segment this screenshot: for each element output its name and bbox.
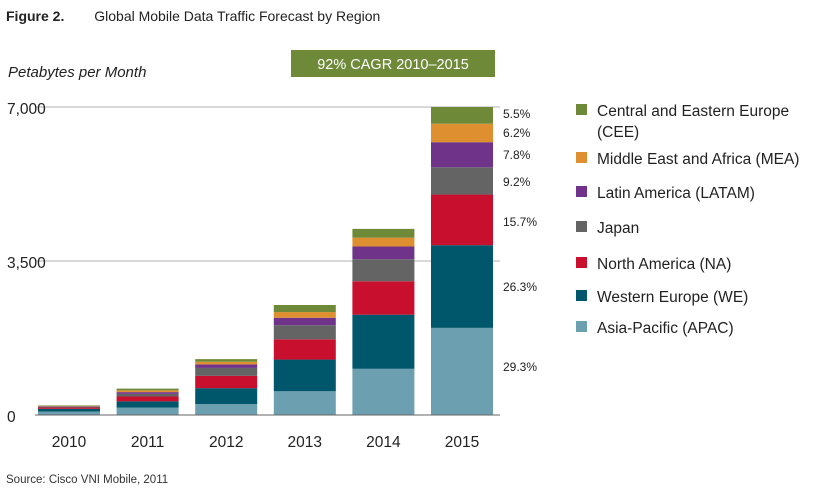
- bar-segment-japan-2012: [195, 367, 258, 376]
- share-label: 26.3%: [503, 280, 537, 294]
- bar-segment-latam-2015: [431, 142, 493, 168]
- legend-swatch-mea: [576, 152, 587, 163]
- legend-label-mea: Middle East and Africa (MEA): [597, 151, 799, 168]
- bar-segment-apac-2012: [195, 404, 258, 415]
- cagr-badge: [291, 50, 495, 77]
- bar-segment-apac-2011: [116, 407, 179, 415]
- legend-label-latam: Latin America (LATAM): [597, 185, 755, 202]
- bar-segment-na-2011: [116, 396, 179, 402]
- bar-segment-cee-2011: [116, 388, 179, 391]
- share-label: 5.5%: [503, 107, 531, 121]
- legend-swatch-apac: [576, 321, 587, 332]
- bar-segment-latam-2012: [195, 364, 258, 368]
- figure-title: Global Mobile Data Traffic Forecast by R…: [94, 8, 381, 24]
- bar-segment-apac-2013: [273, 391, 336, 415]
- cagr-badge-text: 92% CAGR 2010–2015: [317, 57, 469, 73]
- share-label: 6.2%: [503, 126, 531, 140]
- legend-label-we: Western Europe (WE): [597, 289, 748, 306]
- legend-swatch-latam: [576, 186, 587, 197]
- bar-segment-mea-2014: [352, 237, 415, 247]
- legend-label-na: North America (NA): [597, 256, 731, 273]
- share-label: 7.8%: [503, 148, 531, 162]
- source-note: Source: Cisco VNI Mobile, 2011: [6, 474, 169, 486]
- chart-labels: Petabytes per Month 92% CAGR 2010–2015 5.5…: [8, 50, 537, 374]
- bar-segment-mea-2012: [195, 361, 258, 365]
- bar-segment-we-2013: [273, 359, 336, 392]
- bar-segment-japan-2015: [431, 167, 493, 195]
- y-tick-label: 0: [7, 409, 16, 426]
- legend-label-japan: Japan: [597, 220, 639, 237]
- legend-label-cee: (CEE): [597, 124, 639, 141]
- bar-segment-apac-2015: [431, 327, 493, 415]
- figure-label: Figure 2.: [6, 8, 65, 24]
- bar-segment-we-2015: [431, 245, 493, 328]
- share-label: 15.7%: [503, 215, 537, 229]
- bar-segment-we-2010: [38, 408, 100, 412]
- legend-label-apac: Asia-Pacific (APAC): [597, 320, 734, 337]
- bar-segment-latam-2014: [352, 246, 415, 260]
- x-tick-label: 2011: [131, 434, 164, 451]
- share-label: 29.3%: [503, 360, 537, 374]
- bar-segment-latam-2011: [116, 392, 179, 394]
- bar-segment-mea-2011: [116, 390, 179, 393]
- grid-lines: [35, 106, 500, 262]
- bar-segment-na-2013: [273, 339, 336, 360]
- bar-segment-apac-2010: [38, 411, 100, 415]
- bar-segment-we-2012: [195, 388, 258, 404]
- y-axis-label: Petabytes per Month: [8, 64, 146, 81]
- legend: Central and Eastern Europe (CEE) Middle Ea…: [576, 103, 799, 337]
- x-tick-label: 2015: [445, 434, 479, 451]
- bar-segment-japan-2010: [38, 406, 100, 408]
- legend-swatch-we: [576, 290, 587, 301]
- share-label: 9.2%: [503, 175, 531, 189]
- bar-segment-na-2010: [38, 407, 100, 409]
- bar-segment-japan-2011: [116, 393, 179, 397]
- bar-segment-cee-2014: [352, 228, 415, 238]
- bar-segment-cee-2012: [195, 359, 258, 362]
- bar-segment-apac-2014: [352, 368, 415, 415]
- bar-segment-cee-2013: [273, 305, 336, 313]
- x-tick-label: 2014: [366, 434, 401, 451]
- bars: [38, 107, 493, 415]
- bar-segment-na-2012: [195, 375, 258, 389]
- bar-segment-mea-2015: [431, 123, 493, 143]
- bar-segment-mea-2013: [273, 312, 336, 318]
- bar-segment-japan-2013: [273, 325, 336, 340]
- legend-swatch-japan: [576, 221, 587, 232]
- bar-segment-japan-2014: [352, 259, 415, 282]
- x-tick-label: 2012: [209, 434, 243, 451]
- bar-segment-cee-2015: [431, 107, 493, 124]
- legend-label-cee: Central and Eastern Europe: [597, 103, 789, 120]
- y-tick-label: 3,500: [7, 255, 46, 272]
- legend-swatch-na: [576, 257, 587, 268]
- axes: 0 3,500 7,000 2010 2011 2012 2013 2014 2015: [7, 101, 500, 451]
- figure-header: Figure 2. Global Mobile Data Traffic For…: [6, 8, 380, 24]
- bar-segment-we-2011: [116, 401, 179, 408]
- x-tick-label: 2010: [52, 434, 87, 451]
- bar-segment-na-2014: [352, 281, 415, 315]
- x-tick-label: 2013: [288, 434, 322, 451]
- bar-segment-we-2014: [352, 314, 415, 369]
- bar-segment-latam-2013: [273, 317, 336, 326]
- y-tick-label: 7,000: [7, 101, 46, 118]
- bar-segment-na-2015: [431, 194, 493, 246]
- legend-swatch-cee: [576, 104, 587, 115]
